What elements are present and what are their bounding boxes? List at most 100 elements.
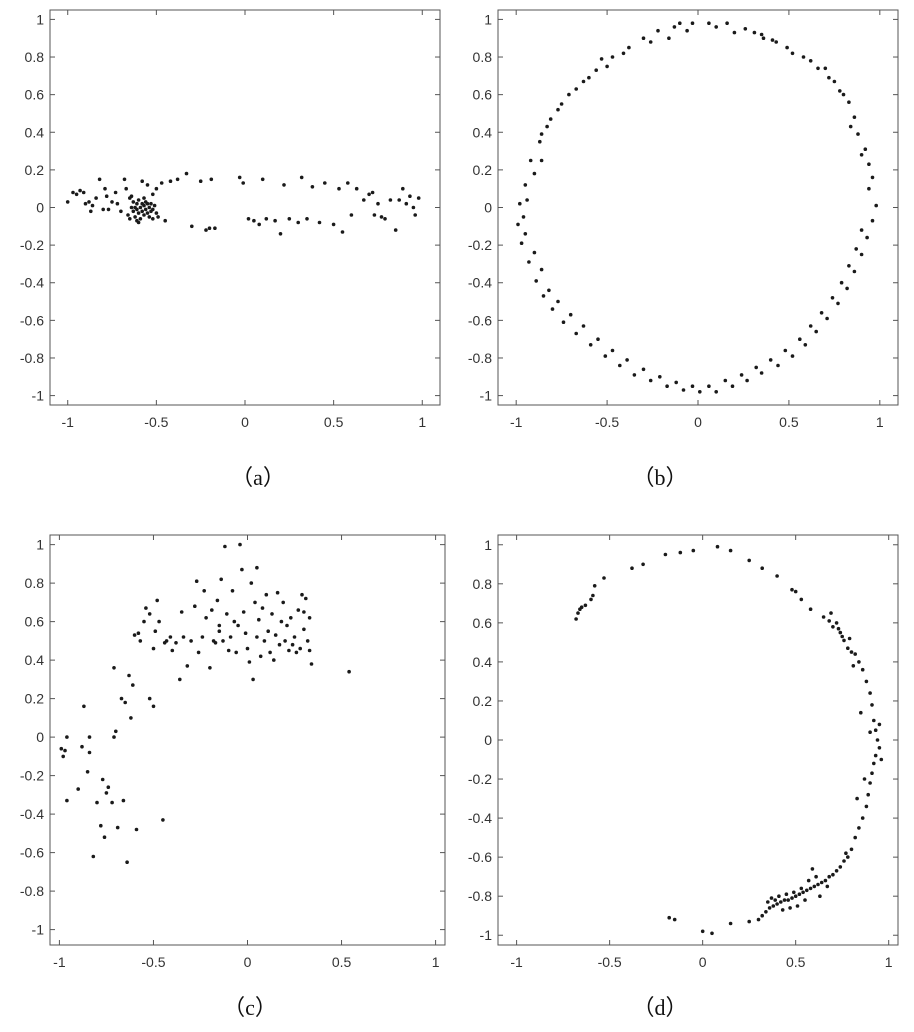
data-point xyxy=(759,371,764,375)
data-point xyxy=(785,45,789,50)
data-point xyxy=(550,307,555,311)
data-point xyxy=(831,872,835,877)
data-point xyxy=(707,21,711,26)
data-point xyxy=(774,40,778,44)
data-point xyxy=(354,186,359,191)
data-point xyxy=(842,638,846,643)
data-point xyxy=(104,791,109,795)
data-point xyxy=(863,147,868,151)
data-point xyxy=(65,200,70,204)
y-tick-label: -0.4 xyxy=(468,275,492,291)
data-point xyxy=(739,373,744,377)
panel-b: -1 -0.5 0 0.5 1 1 0.8 0.6 0.4 0.2 0 -0.2 -0.4 -0.6 -0.… xyxy=(468,9,899,490)
data-point xyxy=(830,296,835,300)
data-point xyxy=(825,884,830,889)
data-point xyxy=(747,919,751,924)
data-point xyxy=(725,21,729,26)
data-point xyxy=(874,203,878,208)
data-point xyxy=(870,771,874,775)
data-point xyxy=(236,623,240,628)
data-point xyxy=(602,576,606,580)
data-point xyxy=(159,181,164,185)
data-point xyxy=(859,710,863,715)
data-point xyxy=(630,566,634,570)
data-point xyxy=(761,36,766,40)
data-point xyxy=(610,348,615,353)
data-point xyxy=(853,835,857,840)
data-point xyxy=(230,589,235,593)
data-point xyxy=(873,728,878,732)
y-tick-label: -0.8 xyxy=(20,350,44,366)
data-point xyxy=(873,753,878,758)
data-point xyxy=(803,343,808,347)
data-point xyxy=(730,384,735,389)
data-point xyxy=(397,198,402,202)
data-point xyxy=(401,186,405,191)
data-point xyxy=(95,800,99,805)
data-point xyxy=(801,55,806,59)
data-point xyxy=(847,636,852,641)
data-point xyxy=(78,188,82,193)
x-tick-label: 0 xyxy=(699,954,707,970)
data-point xyxy=(786,898,790,902)
data-point xyxy=(663,552,668,557)
data-point xyxy=(102,835,107,839)
data-point xyxy=(857,826,861,830)
data-point xyxy=(627,45,631,50)
data-point xyxy=(588,343,593,347)
data-point xyxy=(793,589,798,594)
data-point xyxy=(838,89,842,93)
data-point xyxy=(170,648,175,653)
data-point xyxy=(860,667,865,672)
data-point xyxy=(147,612,152,616)
data-point xyxy=(281,600,286,605)
data-point xyxy=(151,207,155,212)
data-point xyxy=(756,917,761,922)
data-point xyxy=(221,639,225,643)
data-point xyxy=(783,348,788,353)
y-tick-label: 0 xyxy=(484,732,492,748)
y-tick-label: -1 xyxy=(480,388,493,404)
data-point xyxy=(567,92,571,97)
plot-frame xyxy=(497,534,899,946)
data-point xyxy=(866,792,870,797)
data-point xyxy=(583,603,588,608)
data-point xyxy=(362,198,366,202)
plot-frame xyxy=(49,534,446,946)
data-point xyxy=(196,650,201,655)
data-point xyxy=(193,604,197,608)
data-point xyxy=(104,194,109,198)
panel-caption: （a） xyxy=(231,465,285,490)
data-point xyxy=(138,217,143,221)
data-point xyxy=(714,25,718,29)
data-point xyxy=(136,631,141,635)
data-point xyxy=(213,226,217,230)
data-point xyxy=(605,64,609,69)
data-point xyxy=(534,279,538,283)
data-point xyxy=(285,623,289,628)
data-point xyxy=(275,590,280,595)
panel-caption: （d） xyxy=(632,995,687,1020)
data-point xyxy=(525,198,529,202)
panel-caption: （b） xyxy=(632,465,687,490)
data-point xyxy=(337,186,341,191)
data-point xyxy=(136,211,141,215)
data-point xyxy=(853,652,857,656)
data-point xyxy=(268,650,272,655)
data-point xyxy=(404,201,409,206)
y-tick-label: 0 xyxy=(36,729,44,745)
data-point xyxy=(872,718,876,723)
data-point xyxy=(91,854,96,859)
data-point xyxy=(541,294,546,298)
data-point xyxy=(151,217,155,221)
data-point xyxy=(625,358,629,362)
data-point xyxy=(142,203,146,208)
data-point xyxy=(632,373,637,377)
data-point xyxy=(112,735,116,739)
y-tick-label: 1 xyxy=(36,537,44,553)
data-point xyxy=(672,917,677,922)
data-point xyxy=(97,177,102,182)
data-point xyxy=(388,198,393,202)
data-point xyxy=(145,183,150,187)
data-point xyxy=(76,787,80,791)
